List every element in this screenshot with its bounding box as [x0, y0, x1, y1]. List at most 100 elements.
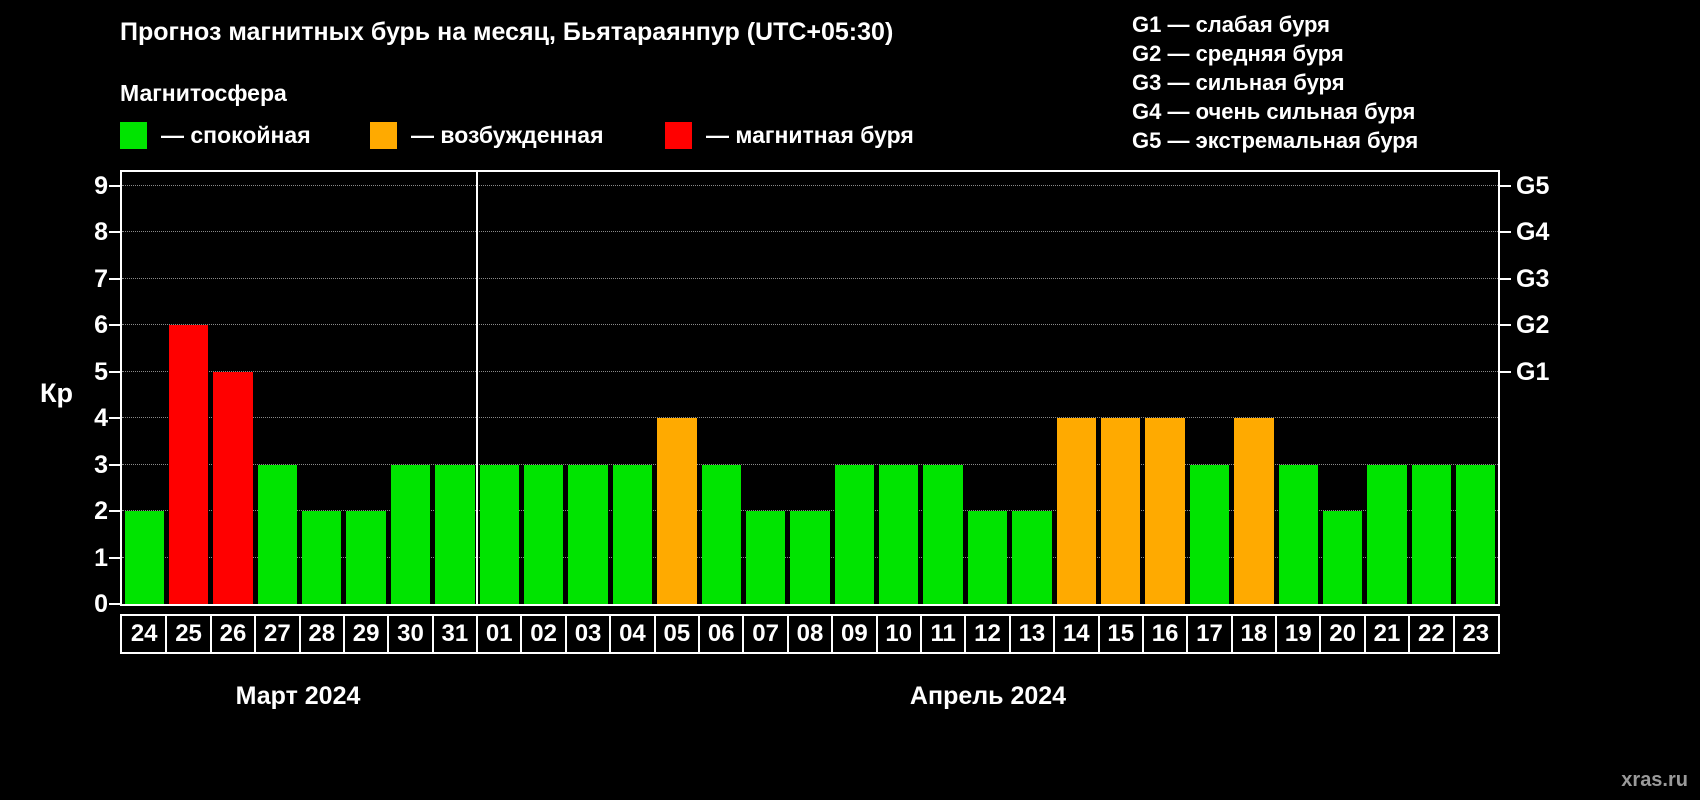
kp-bar-03 — [568, 464, 608, 604]
date-cell-23: 23 — [1462, 620, 1490, 647]
right-tick-label-G5: G5 — [1516, 171, 1550, 200]
gridline-kp-8 — [122, 231, 1498, 233]
gridline-kp-4 — [122, 417, 1498, 419]
date-separator — [476, 616, 479, 652]
date-cell-16: 16 — [1151, 620, 1179, 647]
watermark: xras.ru — [1621, 769, 1688, 791]
right-tick-label-G3: G3 — [1516, 264, 1550, 293]
g-legend-line-g5: G5 — экстремальная буря — [1132, 128, 1419, 153]
kp-bar-21 — [1367, 464, 1407, 604]
y-tick-mark-4 — [109, 417, 120, 420]
y-tick-label-0: 0 — [94, 590, 108, 618]
y-tick-label-5: 5 — [94, 357, 108, 386]
date-cell-15: 15 — [1107, 620, 1135, 647]
y-tick-label-6: 6 — [94, 311, 108, 340]
y-tick-mark-2 — [109, 510, 120, 513]
kp-bar-24 — [124, 511, 164, 604]
y-tick-label-7: 7 — [94, 264, 108, 293]
date-separator — [209, 616, 212, 652]
date-separator — [342, 616, 345, 652]
kp-bar-31 — [435, 464, 475, 604]
kp-bar-16 — [1145, 418, 1185, 604]
date-cell-19: 19 — [1284, 620, 1312, 647]
date-separator — [298, 616, 301, 652]
date-cell-29: 29 — [352, 620, 380, 647]
date-separator — [919, 616, 922, 652]
date-separator — [964, 616, 967, 652]
gridline-kp-7 — [122, 277, 1498, 279]
kp-bar-11 — [923, 464, 963, 604]
kp-bar-14 — [1056, 418, 1096, 604]
date-separator — [1008, 616, 1011, 652]
date-cell-21: 21 — [1373, 620, 1401, 647]
kp-bar-30 — [390, 464, 431, 604]
right-tick-mark-G3 — [1500, 277, 1511, 280]
kp-bar-25 — [168, 325, 209, 604]
gridline-kp-6 — [122, 324, 1498, 326]
kp-bar-07 — [745, 511, 786, 604]
kp-bar-22 — [1411, 464, 1452, 604]
date-cell-09: 09 — [841, 620, 868, 647]
kp-bar-26 — [213, 371, 253, 604]
date-separator — [387, 616, 390, 652]
right-tick-mark-G5 — [1500, 184, 1511, 187]
month-separator — [476, 172, 479, 604]
date-cell-18: 18 — [1240, 620, 1268, 647]
month-label-april: Апрель 2024 — [909, 682, 1067, 710]
date-cell-04: 04 — [619, 620, 646, 647]
date-cell-07: 07 — [752, 620, 779, 647]
date-cell-27: 27 — [263, 620, 291, 647]
date-separator — [1275, 616, 1278, 652]
y-tick-label-9: 9 — [94, 171, 108, 200]
y-tick-label-4: 4 — [94, 404, 108, 433]
date-cell-01: 01 — [485, 620, 513, 647]
date-axis: 24 25 26 27 28 29 30 31 01 02 03 04 05 06 07 08 09 10 11 12… — [120, 614, 1500, 654]
kp-bar-23 — [1456, 464, 1496, 604]
page-title: Прогноз магнитных бурь на месяц, Бьятара… — [120, 18, 894, 46]
y-tick-mark-5 — [109, 370, 120, 373]
right-tick-mark-G1 — [1500, 370, 1511, 373]
date-separator — [1141, 616, 1144, 652]
date-cell-28: 28 — [308, 620, 336, 647]
date-cell-12: 12 — [974, 620, 1001, 647]
kp-bar-10 — [879, 464, 919, 604]
date-cell-24: 24 — [130, 620, 158, 647]
right-tick-label-G2: G2 — [1516, 311, 1550, 340]
right-tick-mark-G2 — [1500, 324, 1511, 327]
date-cell-10: 10 — [885, 620, 913, 647]
g-legend-line-g4: G4 — очень сильная буря — [1132, 99, 1416, 124]
right-tick-label-G1: G1 — [1516, 357, 1550, 386]
gridline-kp-9 — [122, 184, 1498, 186]
kp-bar-04 — [612, 464, 653, 604]
g-legend-line-g2: G2 — средняя буря — [1132, 41, 1344, 66]
date-cell-02: 02 — [530, 620, 557, 647]
kp-bar-06 — [701, 464, 741, 604]
date-separator — [875, 616, 878, 652]
kp-bar-12 — [967, 511, 1008, 604]
kp-bar-27 — [257, 464, 298, 604]
date-separator — [254, 616, 257, 652]
date-separator — [1097, 616, 1100, 652]
date-cell-22: 22 — [1418, 620, 1445, 647]
date-separator — [431, 616, 434, 652]
date-separator — [520, 616, 523, 652]
date-separator — [609, 616, 612, 652]
y-tick-mark-9 — [109, 184, 120, 187]
g-legend-line-g1: G1 — слабая буря — [1132, 12, 1331, 37]
kp-bar-02 — [523, 464, 564, 604]
date-cell-11: 11 — [930, 620, 956, 647]
magnetosphere-legend-title: Магнитосфера — [120, 80, 287, 106]
y-tick-mark-1 — [109, 556, 120, 559]
date-separator — [786, 616, 789, 652]
gridline-kp-2 — [122, 510, 1498, 512]
quiet-color-swatch — [120, 122, 147, 149]
date-cell-26: 26 — [219, 620, 247, 647]
kp-bar-29 — [346, 511, 386, 604]
kp-bar-13 — [1012, 511, 1052, 604]
date-separator — [742, 616, 745, 652]
kp-bar-05 — [657, 418, 697, 604]
date-separator — [831, 616, 834, 652]
date-cell-08: 08 — [796, 620, 824, 647]
y-tick-label-1: 1 — [94, 543, 108, 572]
